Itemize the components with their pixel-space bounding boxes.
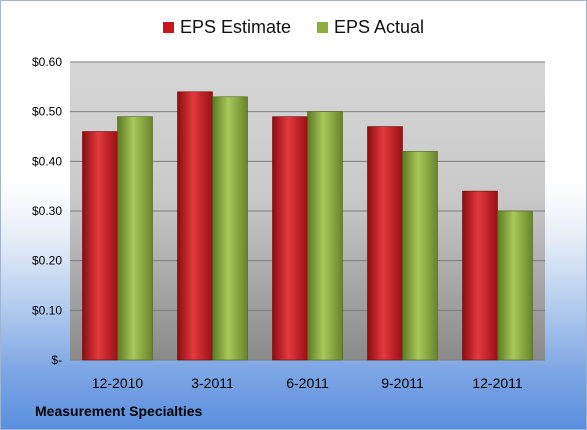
y-tick-label: $0.30 <box>32 204 62 218</box>
x-tick-label: 12-2010 <box>92 375 144 391</box>
bar-chart: $- $0.10 $0.20 $0.30 $0.40 $0.50 $0.60 12-2010… <box>32 55 545 391</box>
bar-eps-estimate <box>462 190 498 361</box>
legend-label-estimate: EPS Estimate <box>179 17 291 37</box>
bar-eps-estimate <box>272 116 308 361</box>
legend-swatch-estimate <box>162 22 174 33</box>
x-tick-label: 3-2011 <box>191 375 234 391</box>
y-axis-ticks: $- $0.10 $0.20 $0.30 $0.40 $0.50 $0.60 <box>32 55 62 367</box>
y-tick-label: $0.40 <box>32 154 62 168</box>
legend-swatch-actual <box>316 22 328 33</box>
y-tick-label: $0.10 <box>32 303 62 317</box>
x-tick-label: 9-2011 <box>381 375 424 391</box>
chart-legend: EPS Estimate EPS Actual <box>1 17 586 38</box>
legend-label-actual: EPS Actual <box>333 17 425 37</box>
bar-eps-actual <box>212 96 248 361</box>
x-tick-label: 6-2011 <box>286 375 329 391</box>
y-tick-label: $0.50 <box>32 105 62 119</box>
legend-item-actual: EPS Actual <box>316 17 425 38</box>
bars <box>82 91 533 361</box>
bar-eps-actual <box>117 116 153 361</box>
bar-eps-actual <box>402 151 438 361</box>
bar-eps-actual <box>497 210 533 361</box>
legend-item-estimate: EPS Estimate <box>162 17 291 38</box>
bar-eps-actual <box>307 111 343 361</box>
y-tick-label: $- <box>51 353 62 367</box>
x-tick-label: 12-2011 <box>472 375 523 391</box>
x-axis-ticks: 12-2010 3-2011 6-2011 9-2011 12-2011 <box>92 375 523 391</box>
bar-eps-estimate <box>82 131 118 361</box>
y-tick-label: $0.60 <box>32 55 62 69</box>
bar-eps-estimate <box>177 91 213 361</box>
bar-eps-estimate <box>367 126 403 361</box>
company-label: Measurement Specialties <box>35 403 203 419</box>
y-tick-label: $0.20 <box>32 254 62 268</box>
